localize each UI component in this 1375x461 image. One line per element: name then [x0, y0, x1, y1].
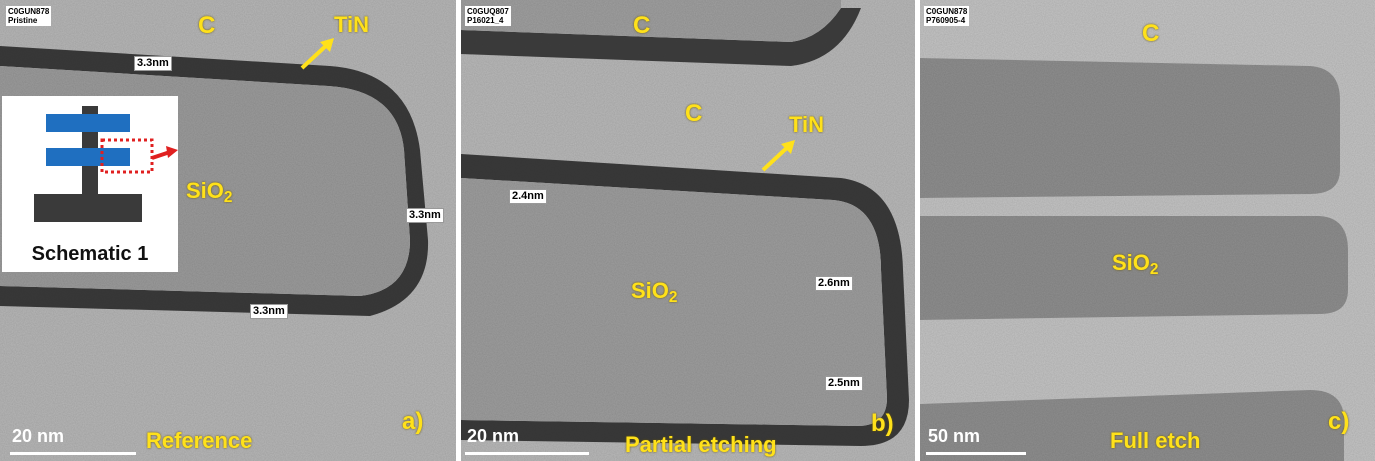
thickness-label: 2.6nm [815, 276, 853, 291]
panel-caption: Full etch [1110, 428, 1201, 453]
carbon-label: C [198, 12, 216, 39]
panel-b: C0GUQ807 P16021_4 C C TiN SiO2 2.4nm 2.6… [461, 0, 915, 461]
panel-letter: b) [871, 410, 894, 437]
sio2-label: SiO2 [1112, 250, 1159, 278]
scale-label: 50 nm [928, 426, 981, 446]
thickness-label: 3.3nm [134, 56, 172, 71]
thickness-label: 3.3nm [250, 304, 288, 319]
carbon-label: C [633, 12, 651, 39]
sio2-label: SiO2 [186, 178, 233, 206]
scale-label: 20 nm [12, 426, 65, 446]
sample-id: C0GUN878 [8, 7, 50, 16]
schematic-label: Schematic 1 [31, 243, 149, 265]
sample-id: C0GUN878 [926, 7, 968, 16]
sample-condition: P16021_4 [467, 16, 504, 25]
schematic-diagram [34, 106, 178, 222]
schematic-inset: Schematic 1 [2, 96, 178, 272]
sample-tag: C0GUN878 P760905-4 [924, 6, 970, 26]
tin-arrow [300, 38, 334, 70]
thickness-label: 3.3nm [406, 208, 444, 223]
tin-label: TiN [789, 112, 825, 137]
sample-condition: P760905-4 [926, 16, 966, 25]
sample-id: C0GUQ807 [467, 7, 509, 16]
panel-caption: Partial etching [625, 432, 777, 457]
scale-bar [926, 452, 1026, 455]
tem-image-b [461, 0, 915, 461]
panel-letter: a) [402, 408, 424, 435]
thickness-label: 2.5nm [825, 376, 863, 391]
panel-c: C0GUN878 P760905-4 C SiO2 50 nm Full etc… [920, 0, 1375, 461]
scale-bar [465, 452, 589, 455]
carbon-label: C [685, 100, 703, 127]
sample-tag: C0GUN878 Pristine [6, 6, 52, 26]
thickness-label: 2.4nm [509, 189, 547, 204]
sample-condition: Pristine [8, 16, 38, 25]
scale-label: 20 nm [467, 426, 520, 446]
carbon-label: C [1142, 20, 1160, 47]
tem-image-c [920, 0, 1375, 461]
panel-a: C0GUN878 Pristine C TiN SiO2 3.3nm 3.3nm… [0, 0, 456, 461]
scale-bar [10, 452, 136, 455]
panel-letter: c) [1328, 408, 1350, 435]
sio2-label: SiO2 [631, 278, 678, 306]
tin-arrow [761, 140, 795, 172]
tin-label: TiN [334, 12, 370, 37]
panel-caption: Reference [146, 428, 253, 453]
sample-tag: C0GUQ807 P16021_4 [465, 6, 511, 26]
